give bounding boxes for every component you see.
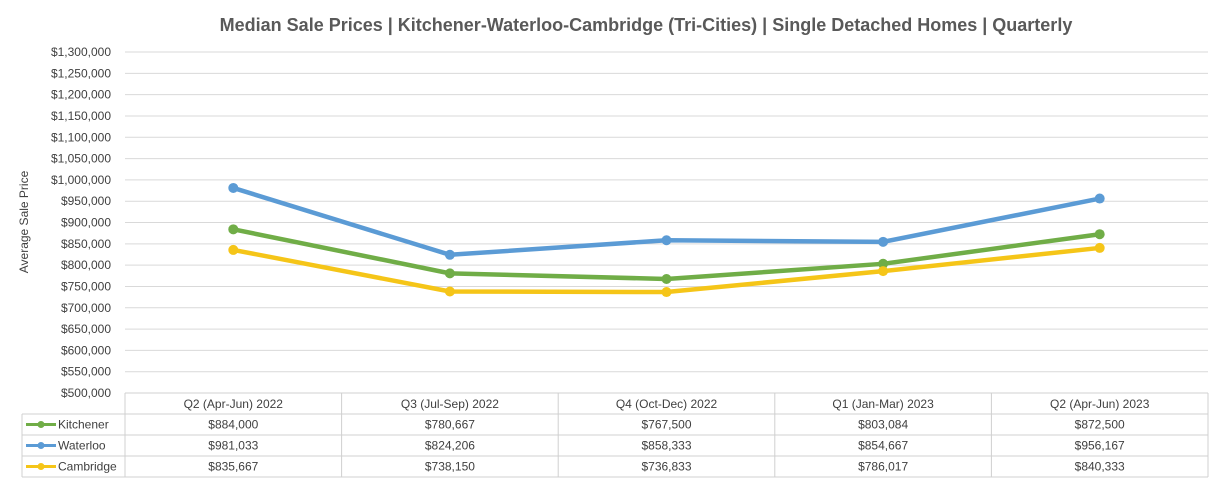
series-lines <box>228 182 1105 298</box>
y-tick-label: $1,100,000 <box>51 130 111 144</box>
data-point <box>228 244 239 255</box>
data-label: $884,000 <box>208 418 258 432</box>
series-kitchener <box>228 224 1105 284</box>
data-label: $840,333 <box>1075 460 1125 474</box>
y-tick-label: $650,000 <box>61 322 111 336</box>
data-label: $872,500 <box>1075 418 1125 432</box>
data-label: $981,033 <box>208 439 258 453</box>
x-tick-label: Q3 (Jul-Sep) 2022 <box>401 397 499 411</box>
data-label: $803,084 <box>858 418 908 432</box>
y-tick-label: $850,000 <box>61 237 111 251</box>
gridlines <box>125 51 1208 394</box>
x-tick-label: Q4 (Oct-Dec) 2022 <box>616 397 718 411</box>
legend-swatch-marker <box>37 442 45 449</box>
data-label: $824,206 <box>425 439 475 453</box>
data-point <box>444 249 455 260</box>
data-point <box>878 236 889 247</box>
data-label: $780,667 <box>425 418 475 432</box>
data-point <box>1094 193 1105 204</box>
y-axis-label: Average Sale Price <box>17 170 31 273</box>
data-point <box>228 224 239 235</box>
data-point <box>878 266 889 277</box>
x-tick-label: Q1 (Jan-Mar) 2023 <box>832 397 934 411</box>
legend-swatch-marker <box>37 421 45 428</box>
y-tick-label: $1,050,000 <box>51 152 111 166</box>
y-tick-label: $550,000 <box>61 365 111 379</box>
data-point <box>878 258 889 269</box>
data-point <box>1094 242 1105 253</box>
series-waterloo <box>228 182 1105 260</box>
series-cambridge <box>228 242 1105 298</box>
data-label: $786,017 <box>858 460 908 474</box>
data-table: Q2 (Apr-Jun) 2022 Q3 (Jul-Sep) 2022 Q4 (Oc… <box>21 392 1209 478</box>
y-tick-label: $1,150,000 <box>51 109 111 123</box>
y-tick-label: $700,000 <box>61 301 111 315</box>
y-tick-label: $1,200,000 <box>51 88 111 102</box>
data-point <box>444 286 455 297</box>
x-tick-label: Q2 (Apr-Jun) 2023 <box>1050 397 1150 411</box>
y-tick-label: $900,000 <box>61 216 111 230</box>
data-point <box>444 268 455 279</box>
x-tick-label: Q2 (Apr-Jun) 2022 <box>184 397 284 411</box>
data-point <box>1094 229 1105 240</box>
data-label: $956,167 <box>1075 439 1125 453</box>
chart-title: Median Sale Prices | Kitchener-Waterloo-… <box>220 15 1073 35</box>
y-tick-label: $1,000,000 <box>51 173 111 187</box>
data-label: $835,667 <box>208 460 258 474</box>
data-label: $767,500 <box>641 418 691 432</box>
data-label: $858,333 <box>641 439 691 453</box>
y-axis-ticks: $500,000 $550,000 $600,000 $650,000 $700,000… <box>51 45 111 400</box>
data-label: $736,833 <box>641 460 691 474</box>
data-point <box>661 287 672 298</box>
data-label: $738,150 <box>425 460 475 474</box>
legend-entry: Waterloo <box>58 439 106 453</box>
data-point <box>661 273 672 284</box>
legend-entry: Cambridge <box>58 460 117 474</box>
y-tick-label: $1,250,000 <box>51 66 111 80</box>
y-tick-label: $950,000 <box>61 194 111 208</box>
legend-swatch-marker <box>37 463 45 470</box>
data-point <box>228 182 239 193</box>
y-tick-label: $600,000 <box>61 343 111 357</box>
data-point <box>661 235 672 246</box>
y-tick-label: $1,300,000 <box>51 45 111 59</box>
legend-entry: Kitchener <box>58 418 109 432</box>
data-label: $854,667 <box>858 439 908 453</box>
y-tick-label: $800,000 <box>61 258 111 272</box>
y-tick-label: $500,000 <box>61 386 111 400</box>
y-tick-label: $750,000 <box>61 279 111 293</box>
